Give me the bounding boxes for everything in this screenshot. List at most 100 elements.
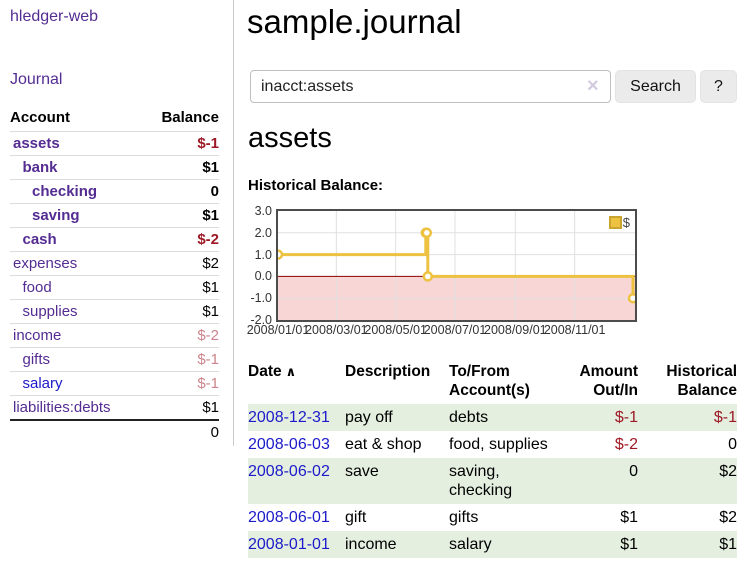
column-header-description: Description — [345, 363, 431, 380]
data-point-marker — [421, 227, 433, 239]
x-axis-tick-label: 2008/07/01 — [423, 323, 487, 337]
account-link[interactable]: salary — [22, 375, 63, 392]
transaction-description: pay off — [345, 409, 393, 426]
transaction-date-link[interactable]: 2008-06-03 — [248, 436, 330, 453]
y-axis-tick-label: 0.0 — [254, 269, 272, 284]
account-balance: $-1 — [197, 135, 219, 152]
account-link[interactable]: expenses — [13, 255, 78, 272]
date-column-label: Date — [248, 363, 282, 380]
transaction-balance: 0 — [728, 436, 737, 453]
account-column-header: Account — [10, 109, 70, 126]
account-balance: $-1 — [197, 375, 219, 392]
column-header-accounts: To/From Account(s) — [449, 363, 530, 399]
y-axis-tick-label: 3.0 — [254, 204, 272, 218]
transaction-description: save — [345, 463, 379, 480]
chart-canvas — [278, 211, 635, 320]
transaction-accounts: debts — [449, 409, 489, 426]
chart-legend: $ — [608, 215, 630, 230]
legend-swatch-icon — [608, 216, 622, 229]
account-row: income $-2 — [10, 323, 219, 347]
column-header-date[interactable]: Date ∧ — [248, 362, 345, 400]
total-balance: 0 — [210, 424, 219, 441]
account-row: saving $1 — [10, 203, 219, 227]
balance-column-header: Balance — [161, 109, 219, 126]
clear-search-icon[interactable]: × — [587, 75, 599, 97]
transaction-description: gift — [345, 509, 367, 526]
transaction-balance: $2 — [719, 463, 737, 480]
transaction-accounts: salary — [449, 536, 492, 553]
y-axis-tick-label: 1.0 — [254, 247, 272, 262]
account-balance: $1 — [202, 207, 219, 224]
account-balance: $1 — [202, 303, 219, 320]
account-row: bank $1 — [10, 155, 219, 179]
sidebar-item-journal[interactable]: Journal — [10, 71, 63, 88]
account-balance: $1 — [202, 399, 219, 416]
transaction-date-link[interactable]: 2008-06-01 — [248, 509, 330, 526]
account-rows: assets $-1 bank $1 checking 0 saving $1 … — [10, 131, 219, 419]
column-header-amount: Amount Out/In — [579, 363, 638, 399]
transaction-date-link[interactable]: 2008-12-31 — [248, 409, 330, 426]
account-row: food $1 — [10, 275, 219, 299]
account-link[interactable]: food — [22, 279, 52, 296]
transaction-accounts: saving, checking — [449, 463, 513, 499]
column-header-balance: Historical Balance — [666, 363, 737, 399]
search-input[interactable] — [250, 70, 611, 103]
transaction-row: 2008-06-01 gift gifts $1 $2 — [248, 504, 737, 531]
account-link[interactable]: bank — [22, 159, 58, 176]
transaction-row: 2008-12-31 pay off debts $-1 $-1 — [248, 404, 737, 431]
account-row: assets $-1 — [10, 131, 219, 155]
account-link[interactable]: saving — [32, 207, 80, 224]
x-axis-tick-label: 2008/11/01 — [543, 323, 606, 337]
y-axis-tick-label: -1.0 — [250, 291, 272, 306]
register-table: Date ∧ Description To/From Account(s) Amo… — [248, 362, 737, 558]
account-row: salary $-1 — [10, 371, 219, 395]
register-header: Date ∧ Description To/From Account(s) Amo… — [248, 362, 737, 404]
transaction-accounts: food, supplies — [449, 436, 548, 453]
account-link[interactable]: gifts — [22, 351, 51, 368]
transaction-description: eat & shop — [345, 436, 422, 453]
account-link[interactable]: assets — [13, 135, 60, 152]
brand-link[interactable]: hledger-web — [10, 8, 99, 25]
page-title: sample.journal — [247, 3, 462, 40]
account-link[interactable]: cash — [22, 231, 57, 248]
sort-ascending-icon: ∧ — [285, 364, 297, 379]
account-link[interactable]: checking — [32, 183, 98, 200]
transaction-amount: 0 — [629, 463, 638, 480]
x-axis-tick-label: 2008/05/01 — [364, 323, 427, 337]
account-balance: $2 — [202, 255, 219, 272]
account-link[interactable]: liabilities:debts — [13, 399, 111, 416]
help-button[interactable]: ? — [700, 70, 737, 103]
transaction-amount: $-2 — [614, 436, 638, 453]
account-link[interactable]: income — [13, 327, 62, 344]
y-axis-tick-label: -2.0 — [250, 313, 272, 327]
x-axis-tick-label: 2008/03/01 — [305, 323, 368, 337]
account-balance: $-1 — [197, 351, 219, 368]
data-point-marker — [278, 249, 284, 260]
account-title: assets — [248, 122, 332, 154]
account-total-row: 0 — [10, 419, 219, 444]
transaction-row: 2008-06-02 save saving, checking 0 $2 — [248, 458, 737, 504]
transaction-date-link[interactable]: 2008-06-02 — [248, 463, 330, 480]
x-axis-tick-label: 2008/09/01 — [484, 323, 547, 337]
transaction-date-link[interactable]: 2008-01-01 — [248, 536, 330, 553]
x-axis-tick-label: 2008/01/01 — [246, 323, 310, 337]
transaction-balance: $2 — [719, 509, 737, 526]
transaction-row: 2008-06-03 eat & shop food, supplies $-2… — [248, 431, 737, 458]
account-row: cash $-2 — [10, 227, 219, 251]
transaction-balance: $1 — [719, 536, 737, 553]
transaction-row: 2008-01-01 income salary $1 $1 — [248, 531, 737, 558]
account-row: checking 0 — [10, 179, 219, 203]
search-button[interactable]: Search — [615, 70, 696, 103]
account-row: liabilities:debts $1 — [10, 395, 219, 419]
account-link[interactable]: supplies — [22, 303, 78, 320]
account-row: expenses $2 — [10, 251, 219, 275]
transaction-accounts: gifts — [449, 509, 479, 526]
transaction-balance: $-1 — [713, 409, 737, 426]
chart-section-label: Historical Balance: — [248, 177, 384, 194]
sidebar: hledger-web Journal Account Balance asse… — [0, 0, 234, 446]
transaction-amount: $1 — [620, 536, 638, 553]
balance-chart-plot: $ 3.0 2.0 1.0 0.0 -1.0 -2.0 2008/01/01 2008/03/… — [247, 204, 637, 337]
account-balance: 0 — [210, 183, 219, 200]
legend-label: $ — [622, 215, 630, 230]
account-tree: Account Balance assets $-1 bank $1 check… — [10, 104, 219, 444]
